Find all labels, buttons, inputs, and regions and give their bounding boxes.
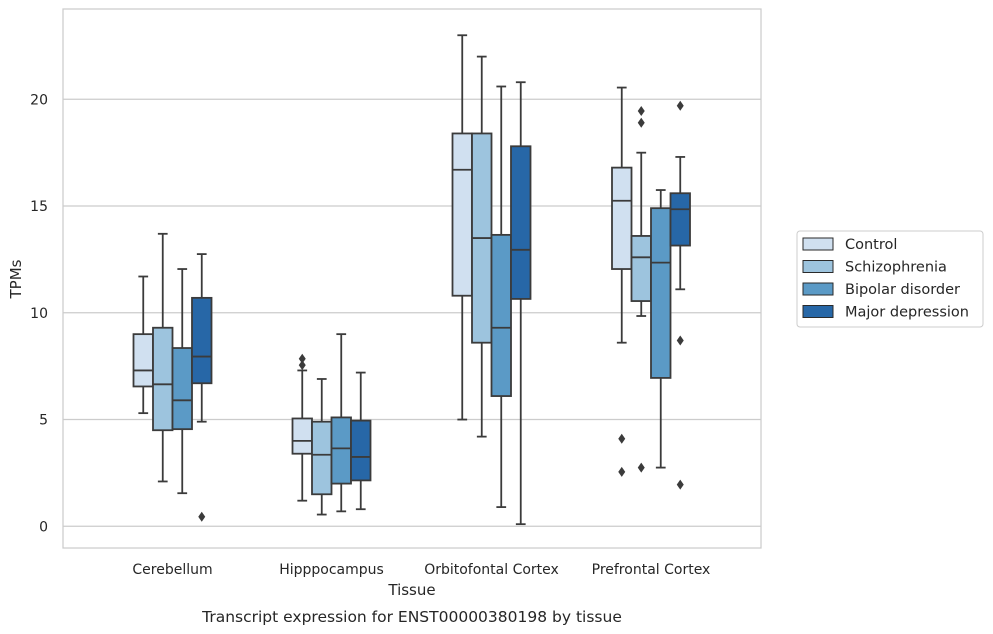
legend-swatch (802, 237, 834, 251)
y-tick-label: 0 (39, 519, 48, 535)
box-0-1 (291, 353, 313, 502)
box-3-2 (510, 81, 532, 526)
outlier-point (618, 433, 626, 444)
x-tick-label: Prefrontal Cortex (592, 562, 711, 578)
box-iqr (510, 145, 532, 300)
y-tick-label: 10 (30, 306, 48, 322)
box-1-1 (311, 378, 333, 516)
outlier-point (298, 353, 306, 364)
box-0-0 (132, 275, 154, 415)
box-3-3 (669, 100, 691, 490)
box-iqr (132, 333, 154, 388)
box-iqr (311, 420, 333, 496)
y-tick-label: 5 (39, 413, 48, 429)
box-2-1 (330, 333, 352, 513)
box-0-3 (611, 86, 633, 477)
box-0-2 (451, 34, 473, 421)
box-iqr (330, 416, 352, 485)
box-iqr (350, 419, 372, 482)
x-axis-ticks: Cerebellum Hipppocampus Orbitofontal Corte… (132, 562, 710, 578)
legend-swatch (802, 260, 834, 273)
box-iqr (171, 347, 193, 431)
outlier-point (198, 511, 206, 522)
box-2-2 (490, 85, 512, 508)
box-iqr (451, 132, 473, 297)
x-tick-label: Hipppocampus (279, 562, 384, 578)
box-2-0 (171, 268, 193, 495)
box-1-3 (630, 106, 652, 473)
legend: Control Schizophrenia Bipolar disorder Majo… (796, 230, 984, 328)
outlier-point (676, 479, 684, 490)
x-tick-label: Orbitofontal Cortex (424, 562, 559, 578)
legend-label: Schizophrenia (845, 260, 947, 276)
legend-label: Major depression (845, 305, 969, 321)
outlier-point (676, 100, 684, 111)
box-iqr (291, 417, 313, 455)
box-3-0 (191, 253, 213, 522)
chart-caption: Transcript expression for ENST0000038019… (201, 608, 622, 626)
legend-swatch (802, 282, 834, 296)
legend-swatch (802, 305, 834, 318)
outlier-point (298, 360, 306, 371)
y-axis-ticks: 0 5 10 15 20 (30, 92, 48, 535)
outlier-point (637, 462, 645, 473)
box-iqr (669, 192, 691, 247)
box-1-2 (471, 55, 493, 438)
x-axis-label: Tissue (387, 581, 435, 599)
box-iqr (650, 207, 672, 379)
outlier-point (637, 106, 645, 117)
boxes-layer (132, 34, 691, 526)
legend-label: Bipolar disorder (845, 282, 960, 298)
box-iqr (152, 326, 174, 432)
y-tick-label: 15 (30, 199, 48, 215)
box-iqr (191, 296, 213, 385)
box-iqr (490, 233, 512, 397)
outlier-point (618, 466, 626, 477)
box-1-0 (152, 232, 174, 483)
y-tick-label: 20 (30, 92, 48, 108)
legend-label: Control (845, 237, 897, 253)
box-iqr (611, 166, 633, 270)
box-3-1 (350, 371, 372, 511)
plot-frame (62, 8, 762, 549)
y-axis-label: TPMs (7, 259, 25, 299)
legend-frame (796, 230, 984, 328)
box-iqr (630, 235, 652, 302)
x-tick-label: Cerebellum (132, 562, 212, 578)
box-2-3 (650, 189, 672, 469)
outlier-point (676, 335, 684, 346)
outlier-point (637, 117, 645, 128)
